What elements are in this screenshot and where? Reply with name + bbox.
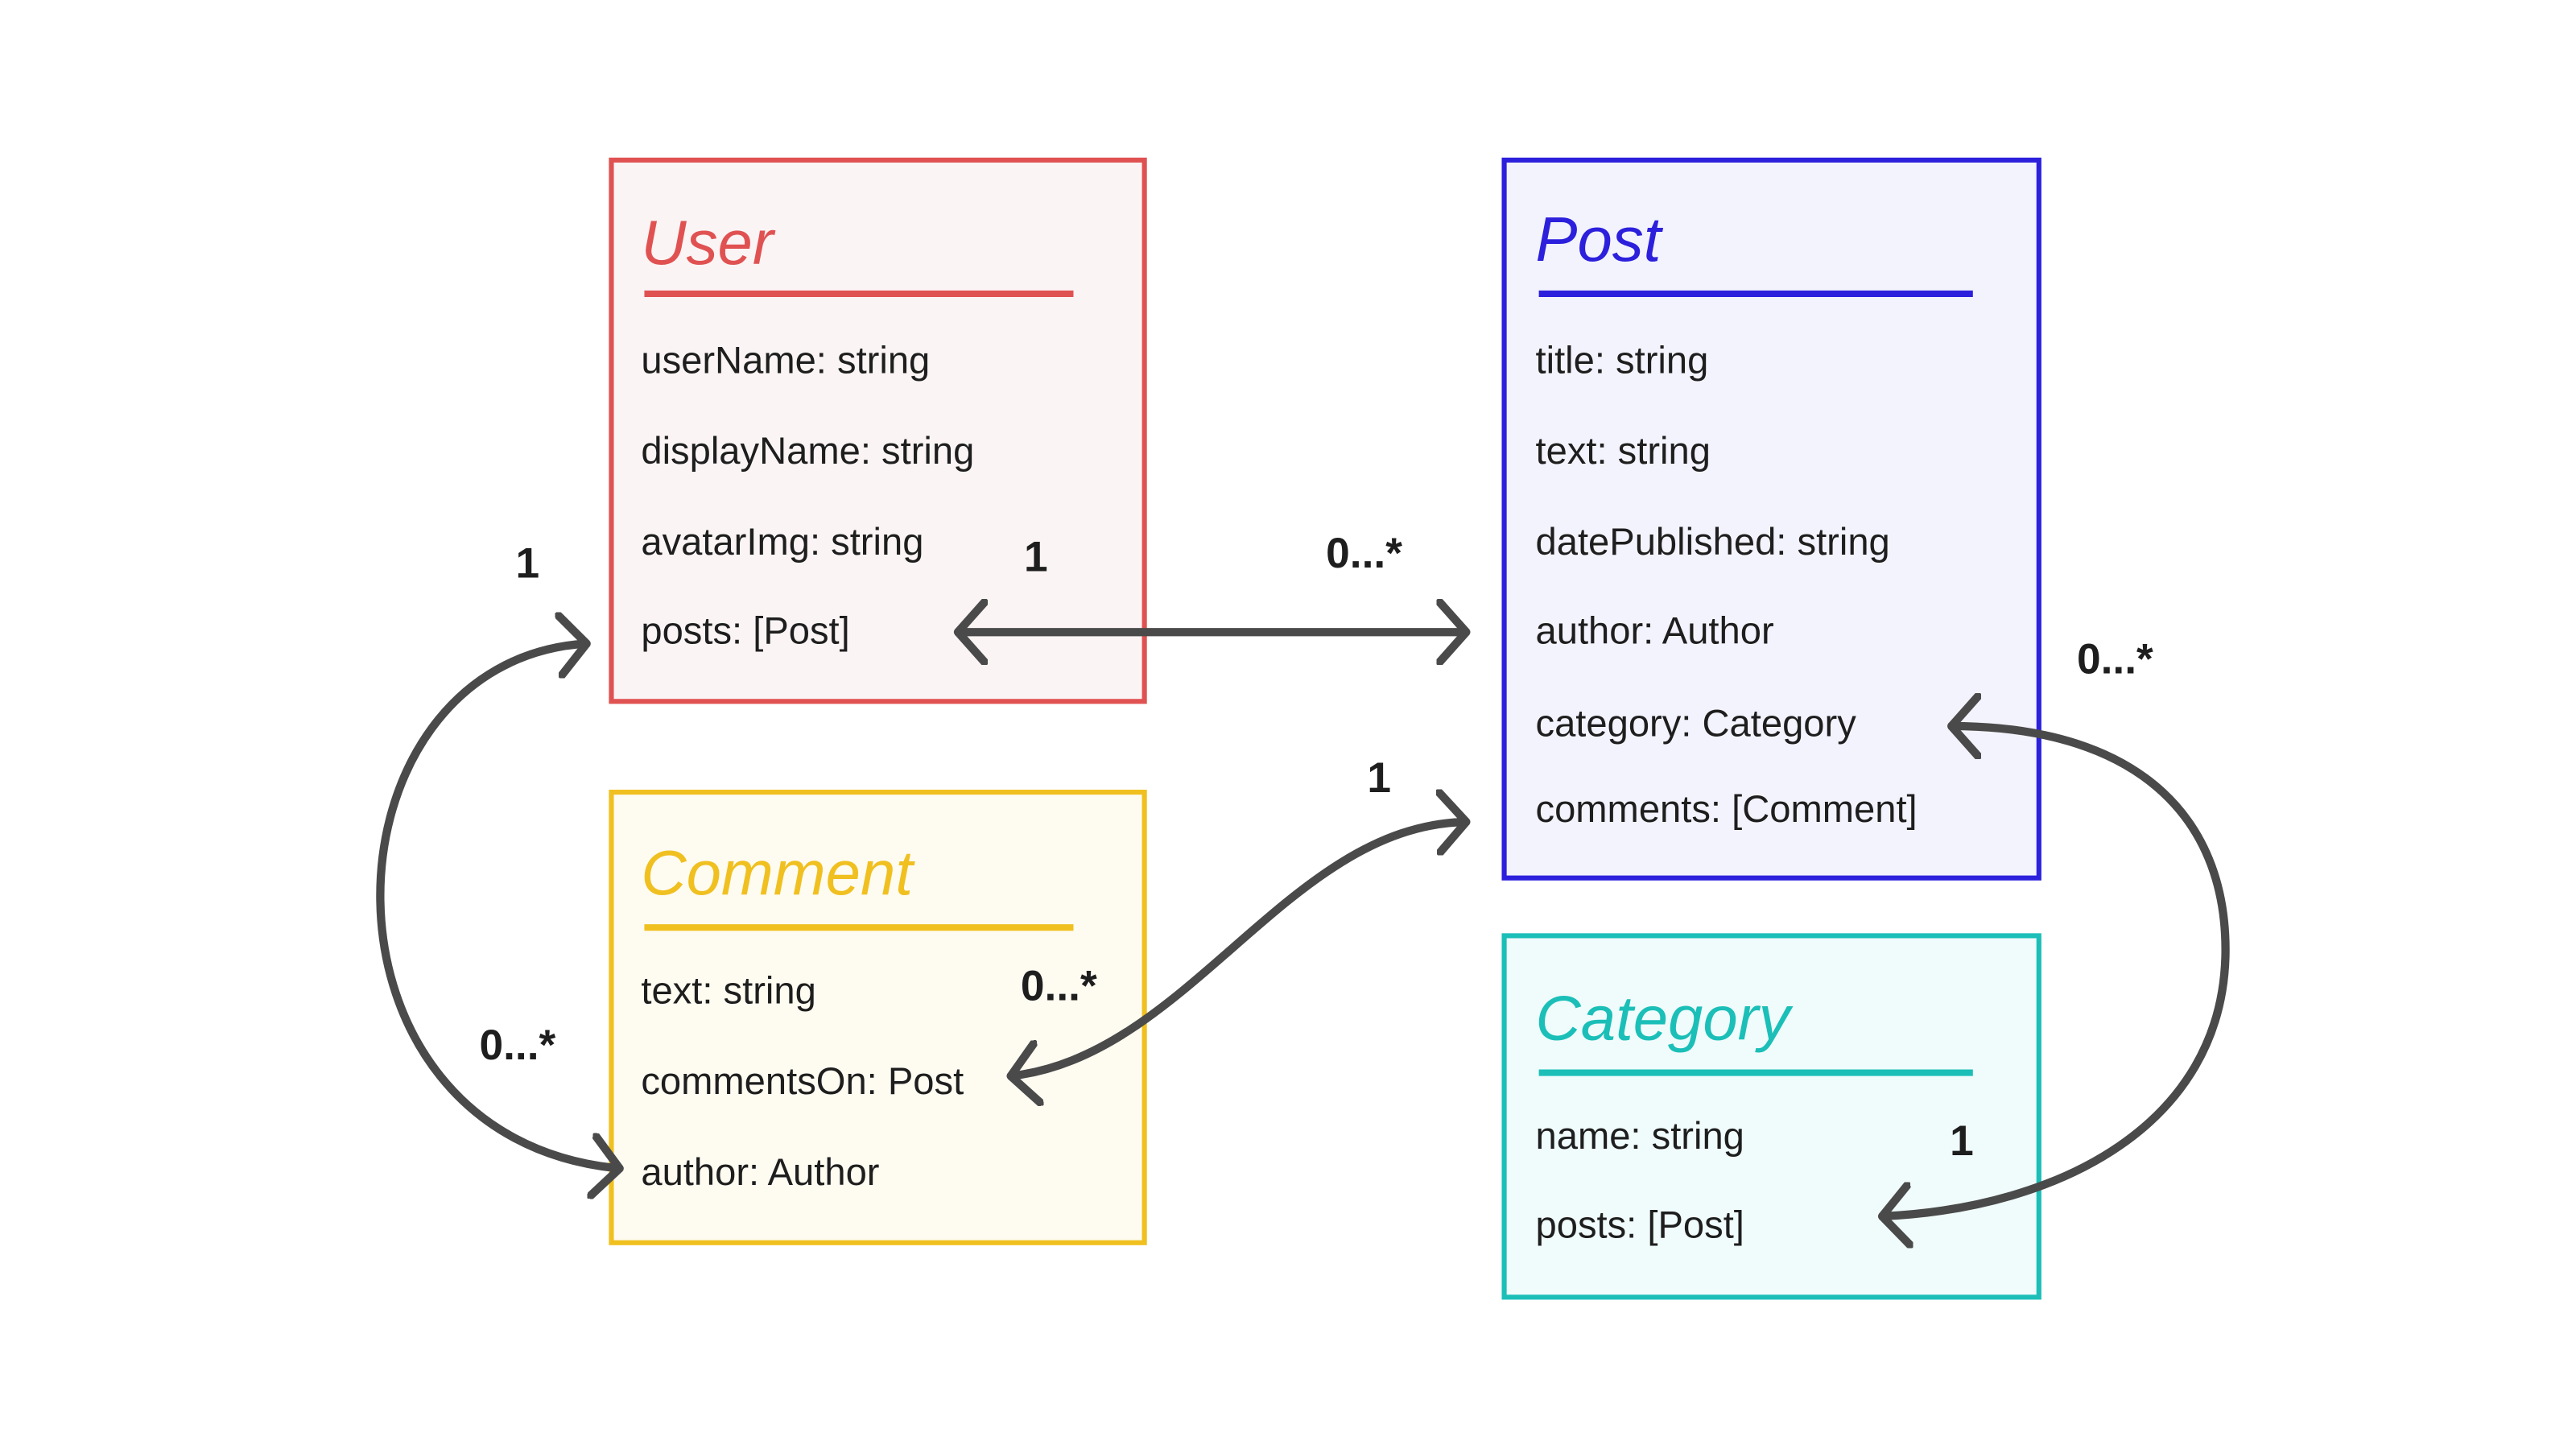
field: text: string [641,968,815,1011]
entity-comment[interactable]: Comment text: string commentsOn: Post au… [609,789,1147,1245]
field: posts: [Post] [1536,1203,1744,1246]
entity-title: Comment [641,837,915,908]
field: author: Author [1536,609,1774,652]
entity-title: User [641,207,776,278]
entity-title: Post [1536,204,1664,275]
relationship-post-category[interactable] [1877,726,2230,1216]
multiplicity-label: 0...* [479,1022,555,1069]
multiplicity-label: 1 [1367,754,1391,802]
multiplicity-label: 0...* [1021,962,1097,1009]
field: avatarImg: string [641,520,923,563]
field: title: string [1536,338,1709,381]
relationship-comment-post[interactable] [1006,822,1471,1076]
relationship-user-comment[interactable] [376,644,624,1169]
entity-title: Category [1536,983,1794,1054]
multiplicity-label: 0...* [2077,635,2153,683]
entity-post[interactable]: Post title: string text: string datePubl… [1501,157,2041,881]
field: datePublished: string [1536,520,1890,563]
multiplicity-label: 1 [516,540,540,588]
field: category: Category [1536,701,1857,744]
entity-user[interactable]: User userName: string displayName: strin… [609,157,1147,704]
multiplicity-label: 1 [1024,533,1048,580]
multiplicity-label: 0...* [1326,530,1402,577]
field: name: string [1536,1114,1744,1157]
field: posts: [Post] [641,609,849,652]
field: displayName: string [641,429,974,472]
field: userName: string [641,338,930,381]
field: comments: [Comment] [1536,787,1918,830]
field: text: string [1536,429,1711,472]
multiplicity-label: 1 [1950,1117,1974,1165]
entity-category[interactable]: Category name: string posts: [Post] [1501,933,2041,1300]
field: commentsOn: Post [641,1059,964,1102]
field: author: Author [641,1150,879,1193]
